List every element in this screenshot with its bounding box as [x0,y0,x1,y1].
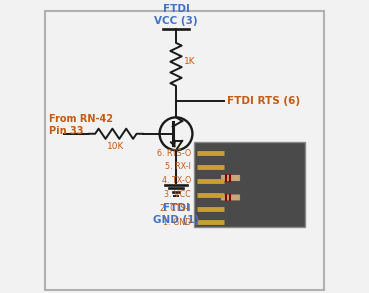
Text: 4. TX-O: 4. TX-O [162,176,191,185]
Text: FTDI
GND (1): FTDI GND (1) [153,203,199,225]
FancyBboxPatch shape [221,175,240,181]
FancyBboxPatch shape [221,194,240,201]
Text: From RN-42
Pin 33: From RN-42 Pin 33 [49,115,113,136]
FancyBboxPatch shape [45,11,324,290]
Text: 10K: 10K [107,142,124,151]
Bar [194,142,305,227]
Text: FTDI
VCC (3): FTDI VCC (3) [154,4,198,25]
Text: 1. GND: 1. GND [163,218,191,227]
Text: 1K: 1K [184,57,196,66]
Text: 2. CTS-I: 2. CTS-I [160,204,191,213]
Text: 3. VCC: 3. VCC [164,190,191,199]
Text: 6. RTS-O: 6. RTS-O [157,149,191,158]
Text: 5. RX-I: 5. RX-I [165,162,191,171]
Text: FTDI RTS (6): FTDI RTS (6) [227,96,300,106]
